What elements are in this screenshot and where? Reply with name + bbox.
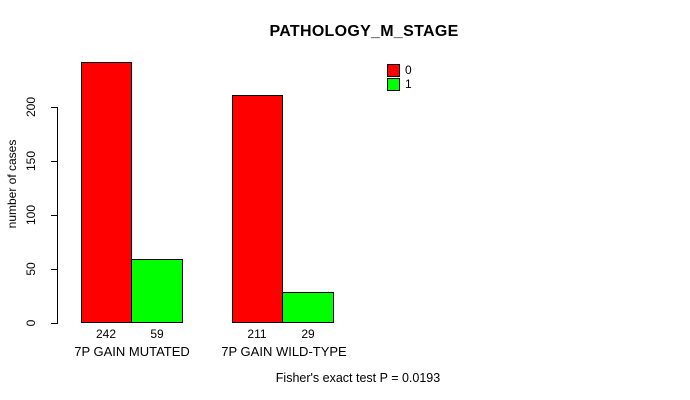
y-axis-tick	[51, 161, 58, 162]
bar-series0-wildtype	[232, 95, 283, 323]
bar-series1-wildtype	[282, 292, 334, 323]
category-label-wildtype: 7P GAIN WILD-TYPE	[221, 344, 347, 359]
pvalue-annotation: Fisher's exact test P = 0.0193	[275, 371, 441, 385]
legend-item-0: 0	[387, 63, 412, 77]
legend-label: 1	[405, 77, 412, 91]
y-axis-tick-label: 100	[24, 204, 38, 226]
legend-swatch-green	[387, 77, 400, 91]
bar-value-label: 29	[301, 327, 315, 341]
y-axis-tick	[51, 107, 58, 108]
legend-item-1: 1	[387, 77, 412, 91]
bar-series1-mutated	[131, 259, 183, 323]
y-axis-tick-label: 0	[24, 319, 38, 327]
category-label-mutated: 7P GAIN MUTATED	[74, 344, 190, 359]
bar-value-label: 211	[247, 327, 267, 341]
y-axis-tick-label: 150	[24, 150, 38, 172]
legend: 0 1	[387, 63, 412, 91]
y-axis-tick	[51, 269, 58, 270]
bar-value-label: 59	[150, 327, 164, 341]
y-axis-tick	[51, 323, 58, 324]
bar-series0-mutated	[81, 62, 132, 323]
legend-label: 0	[405, 63, 412, 77]
chart-title: PATHOLOGY_M_STAGE	[269, 23, 459, 40]
y-axis-title: number of cases	[5, 139, 19, 229]
bar-value-label: 242	[95, 327, 117, 341]
y-axis-tick-label: 50	[24, 262, 38, 276]
y-axis-tick	[51, 215, 58, 216]
legend-swatch-red	[387, 63, 400, 77]
y-axis-tick-label: 200	[24, 96, 38, 118]
